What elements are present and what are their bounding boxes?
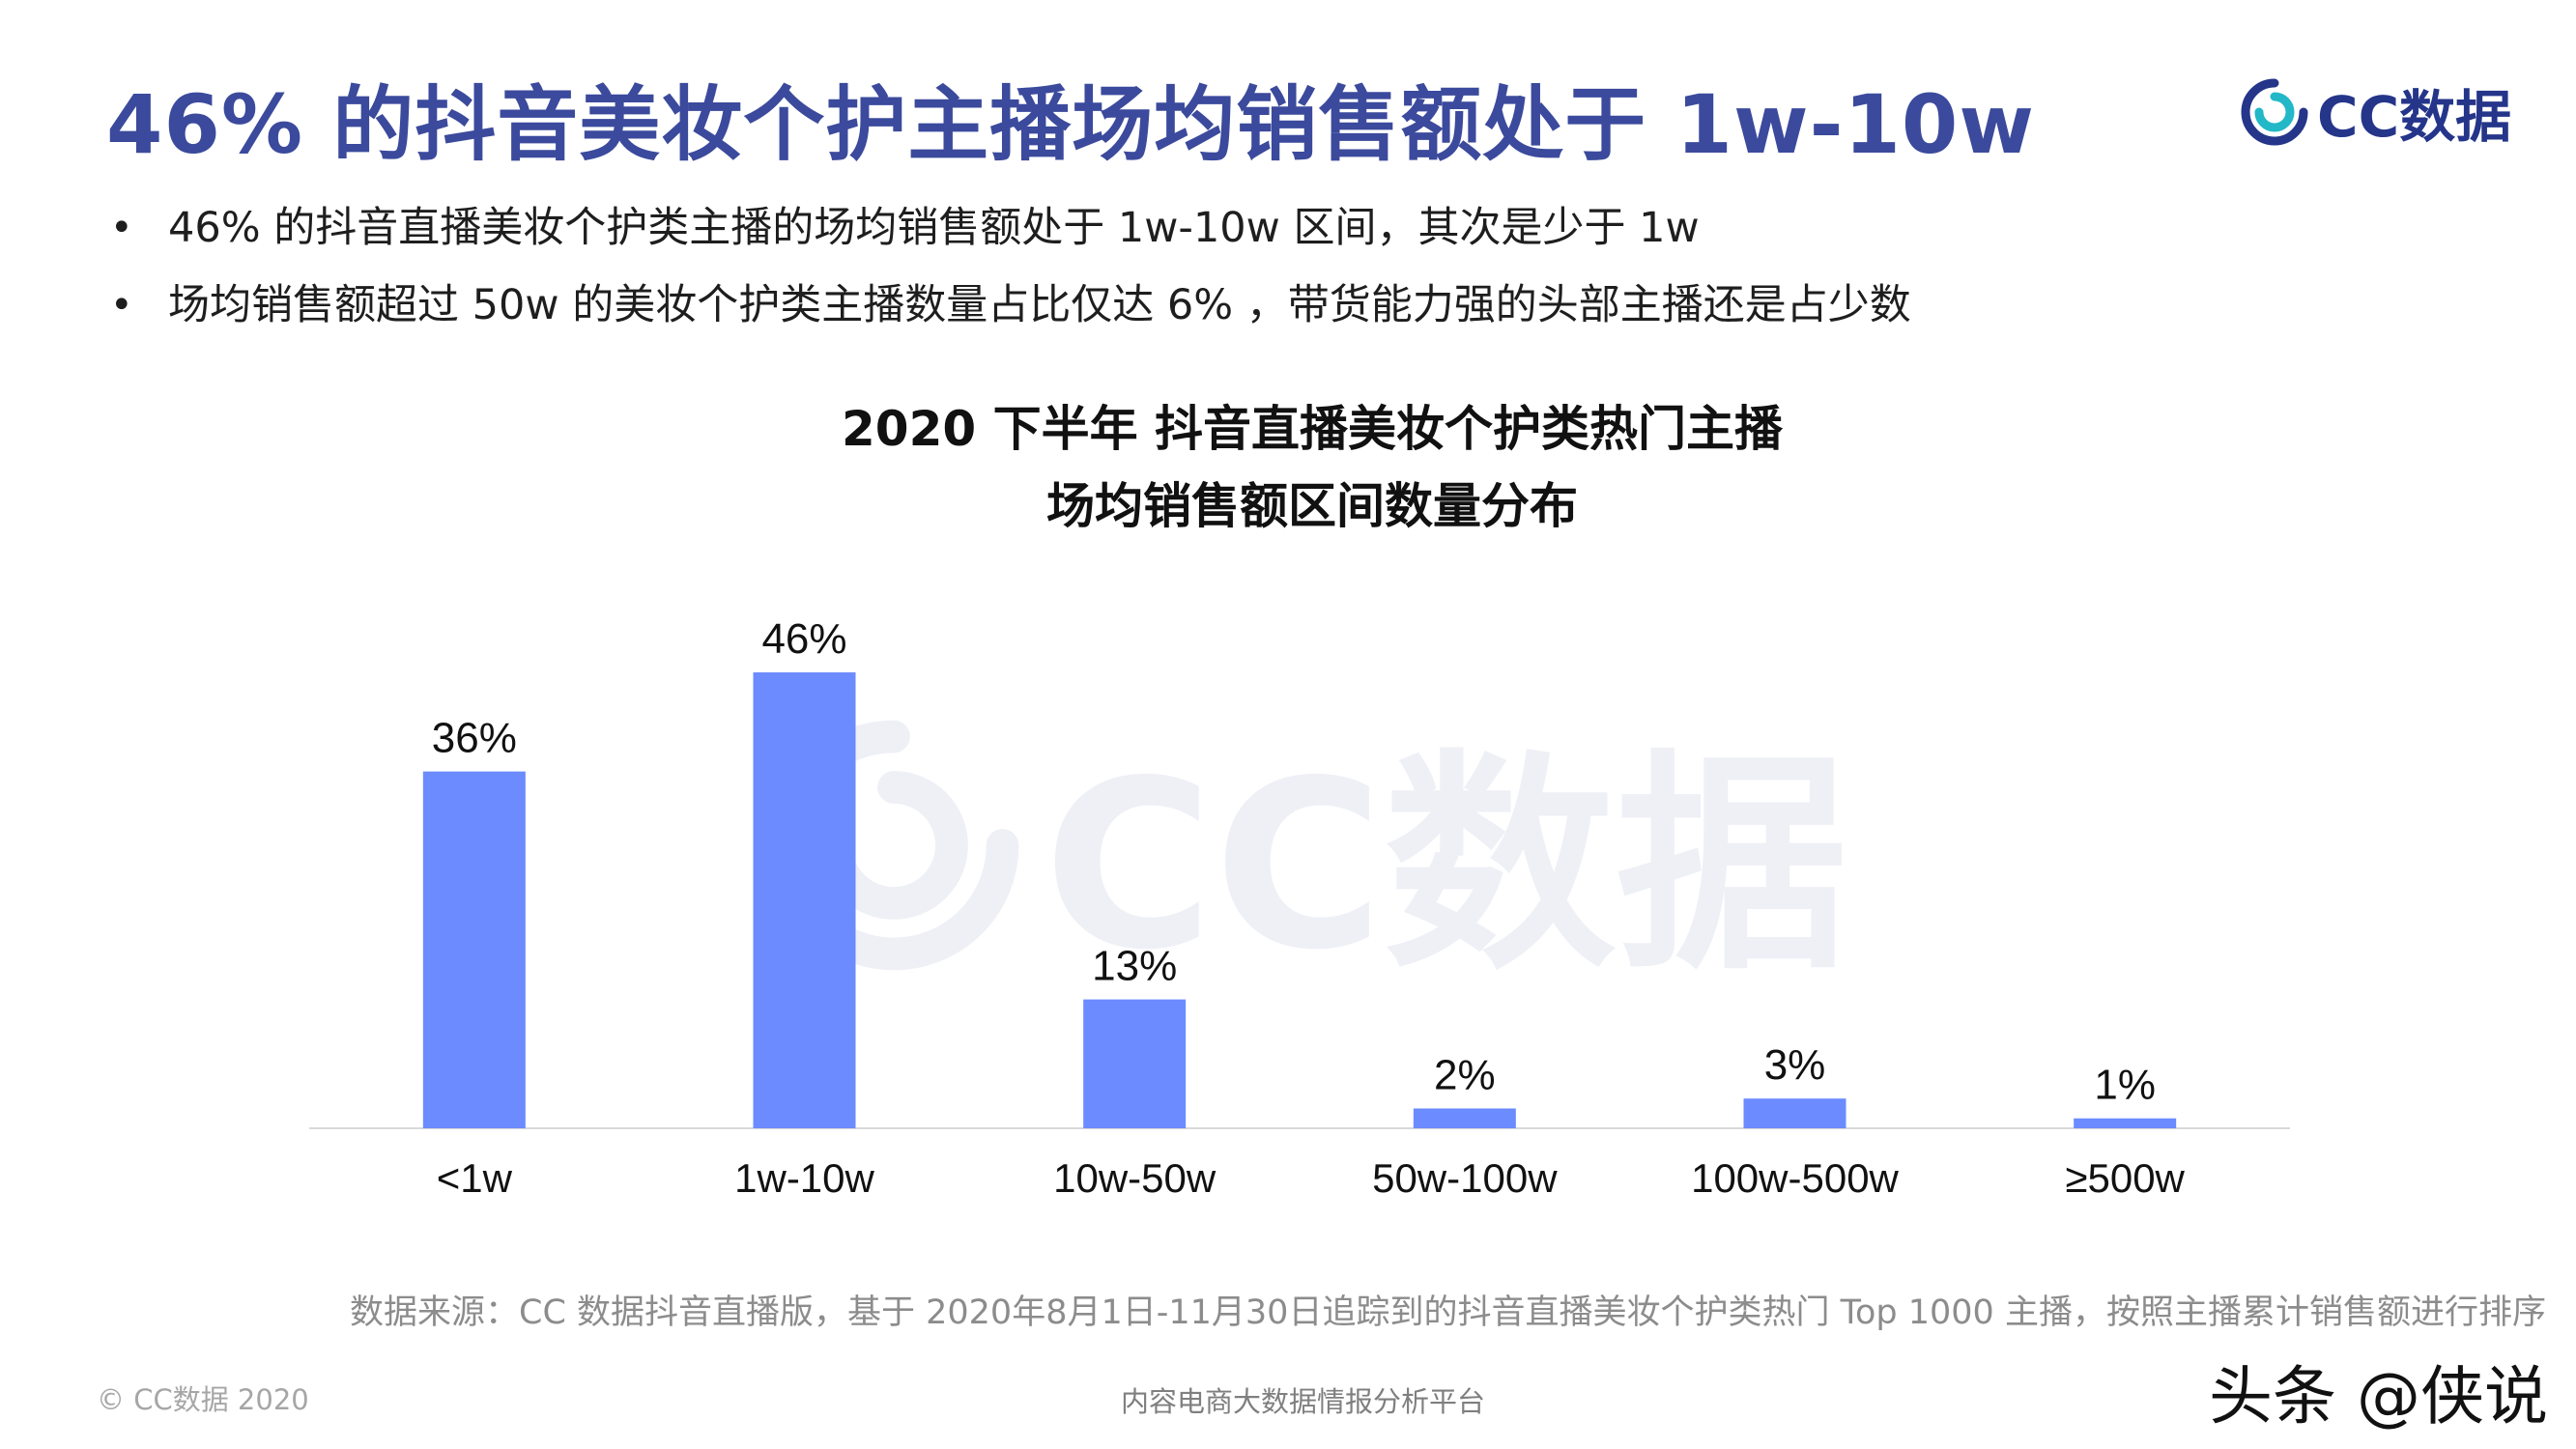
data-label-3: 2% [1434, 1051, 1496, 1098]
bar-2 [1083, 999, 1187, 1128]
page-title: 46% 的抖音美妆个护主播场均销售额处于 1w-10w [106, 77, 2035, 172]
brand-logo: CC数据 [2240, 73, 2511, 151]
chart-title-line: 场均销售额区间数量分布 [1046, 478, 1578, 534]
cc-logo-icon [2241, 78, 2308, 146]
chart-title-line: 2020 下半年 抖音直播美妆个护类热门主播 [842, 401, 1783, 457]
bar-5 [2074, 1118, 2177, 1128]
bullet-dot-icon: • [110, 206, 133, 250]
data-source-note: 数据来源：CC 数据抖音直播版，基于 2020年8月1日-11月30日追踪到的抖… [350, 1293, 2546, 1332]
data-label-2: 13% [1092, 943, 1177, 990]
category-label-4: 100w-500w [1691, 1155, 1899, 1201]
category-label-1: 1w-10w [734, 1155, 874, 1201]
category-label-0: <1w [437, 1155, 513, 1201]
data-label-1: 46% [761, 615, 846, 663]
bullet-dot-icon: • [110, 283, 133, 327]
bullet-text: 场均销售额超过 50w 的美妆个护类主播数量占比仅达 6% ，带货能力强的头部主… [168, 281, 1911, 329]
bullet-item: • 场均销售额超过 50w 的美妆个护类主播数量占比仅达 6% ，带货能力强的头… [106, 267, 1911, 344]
overlay-watermark: 头条 @侠说 [2209, 1359, 2548, 1434]
bar-0 [422, 771, 526, 1128]
category-label-2: 10w-50w [1053, 1155, 1216, 1201]
copyright: © CC数据 2020 [97, 1383, 309, 1416]
bullet-text: 46% 的抖音直播美妆个护类主播的场均销售额处于 1w-10w 区间，其次是少于… [168, 204, 1700, 252]
data-label-0: 36% [432, 715, 517, 762]
platform-tagline: 内容电商大数据情报分析平台 [1121, 1385, 1486, 1418]
bullet-item: • 46% 的抖音直播美妆个护类主播的场均销售额处于 1w-10w 区间，其次是… [106, 189, 1911, 267]
bar-3 [1413, 1108, 1516, 1128]
category-label-5: ≥500w [2065, 1155, 2185, 1201]
bar-1 [753, 672, 856, 1128]
category-label-3: 50w-100w [1372, 1155, 1558, 1201]
bar-4 [1743, 1098, 1846, 1128]
data-label-4: 3% [1764, 1041, 1826, 1089]
logo-text: CC数据 [2317, 84, 2512, 150]
chart-title: 2020 下半年 抖音直播美妆个护类热门主播 场均销售额区间数量分布 [708, 390, 1916, 545]
data-label-5: 1% [2094, 1062, 2156, 1109]
bullet-list: • 46% 的抖音直播美妆个护类主播的场均销售额处于 1w-10w 区间，其次是… [106, 189, 1911, 344]
